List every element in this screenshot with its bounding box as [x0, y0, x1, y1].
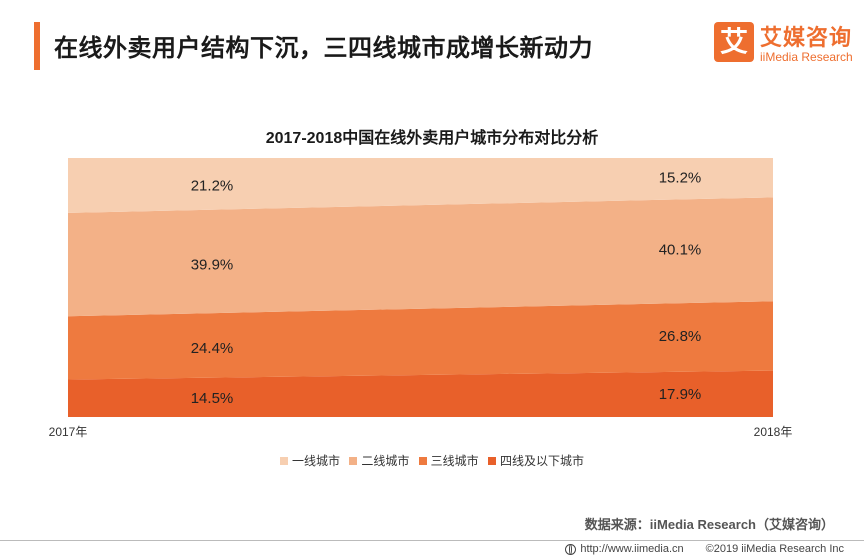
area-series-2	[68, 197, 773, 317]
legend-item-tier1: 一线城市	[279, 452, 340, 469]
footer-divider	[0, 540, 864, 541]
data-label: 14.5%	[191, 390, 234, 407]
page-title: 在线外卖用户结构下沉，三四线城市成增长新动力	[54, 35, 593, 62]
x-tick-label: 2017年	[49, 425, 88, 439]
data-label: 17.9%	[659, 386, 702, 403]
chart-title: 2017-2018中国在线外卖用户城市分布对比分析	[265, 130, 599, 147]
x-tick-label: 2018年	[754, 425, 793, 439]
globe-icon	[565, 543, 577, 555]
footer: http://www.iimedia.cn ©2019 iiMedia Resea…	[565, 543, 844, 555]
legend-swatch	[279, 456, 288, 465]
legend-swatch	[418, 456, 427, 465]
legend-label: 二线城市	[361, 454, 410, 468]
logo-english-name: iiMedia Research	[760, 50, 853, 64]
chart-legend: 一线城市 二线城市 三线城市 四线及以下城市	[0, 452, 864, 469]
legend-swatch	[488, 456, 497, 465]
logo-mark-icon: 艾	[714, 22, 754, 62]
legend-label: 一线城市	[291, 454, 340, 468]
legend-label: 四线及以下城市	[500, 454, 585, 468]
title-accent-bar	[34, 22, 40, 70]
data-label: 40.1%	[659, 241, 702, 258]
footer-copyright: ©2019 iiMedia Research Inc	[705, 543, 844, 556]
data-source: 数据来源：iiMedia Research（艾媒咨询）	[584, 517, 834, 532]
data-label: 15.2%	[659, 170, 702, 187]
legend-swatch	[349, 456, 358, 465]
data-label: 39.9%	[191, 257, 234, 274]
area-series-0	[68, 370, 773, 417]
legend-item-tier2: 二线城市	[349, 452, 409, 469]
data-label: 21.2%	[191, 177, 234, 194]
legend-label: 三线城市	[430, 454, 479, 468]
area-series-1	[68, 301, 773, 380]
footer-url[interactable]: http://www.iimedia.cn	[580, 543, 684, 556]
area-series-3	[68, 158, 773, 213]
iimedia-logo: 艾 艾媒咨询 iiMedia Research	[714, 20, 854, 68]
legend-item-tier3: 三线城市	[418, 452, 479, 469]
data-label: 24.4%	[191, 340, 234, 357]
legend-item-tier4: 四线及以下城市	[488, 452, 584, 469]
data-label: 26.8%	[659, 328, 702, 345]
logo-chinese-name: 艾媒咨询	[760, 25, 853, 50]
